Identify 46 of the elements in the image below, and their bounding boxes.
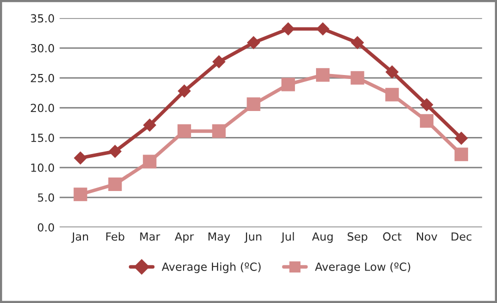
point	[316, 22, 330, 36]
point	[386, 66, 398, 78]
x-tick-label: Sep	[348, 232, 368, 243]
point	[454, 148, 468, 162]
x-tick-label: May	[208, 232, 230, 243]
x-tick-label: Jan	[71, 232, 88, 243]
point	[454, 132, 468, 145]
point	[246, 97, 260, 111]
point	[420, 98, 434, 112]
y-tick-label: 10.0	[31, 163, 54, 172]
y-tick-label: 35.0	[30, 14, 54, 23]
legend-label: Average Low (ºC)	[315, 262, 410, 274]
point	[282, 22, 295, 36]
point	[178, 124, 192, 138]
x-tick-label: Jun	[244, 232, 262, 243]
y-tick-label: 20.0	[30, 104, 54, 112]
point	[212, 124, 226, 138]
x-tick-label: Feb	[106, 232, 124, 241]
point	[108, 144, 122, 158]
y-tick-label: 0.0	[38, 223, 54, 232]
x-tick-label: Aug	[312, 232, 333, 243]
point	[108, 177, 122, 192]
point	[420, 114, 434, 128]
point	[247, 36, 260, 50]
x-tick-label: Oct	[383, 232, 402, 241]
x-tick-label: Mar	[140, 232, 160, 241]
y-tick-label: 5.0	[38, 193, 54, 202]
point	[385, 88, 399, 102]
y-tick-label: 25.0	[30, 74, 54, 82]
point	[142, 154, 156, 168]
x-tick-label: Apr	[174, 232, 194, 243]
point	[74, 152, 87, 164]
legend-label: Average High (ºC)	[162, 262, 261, 274]
point	[351, 36, 364, 50]
point	[74, 188, 88, 202]
point	[178, 84, 191, 98]
point	[316, 68, 330, 82]
point	[281, 78, 295, 92]
x-tick-label: Dec	[452, 232, 472, 241]
point	[143, 118, 156, 132]
point	[212, 55, 226, 68]
x-tick-label: Jul	[280, 232, 294, 243]
x-tick-label: Nov	[416, 232, 438, 241]
point	[350, 71, 364, 85]
y-tick-label: 15.0	[31, 134, 54, 142]
y-tick-label: 30.0	[30, 44, 54, 52]
